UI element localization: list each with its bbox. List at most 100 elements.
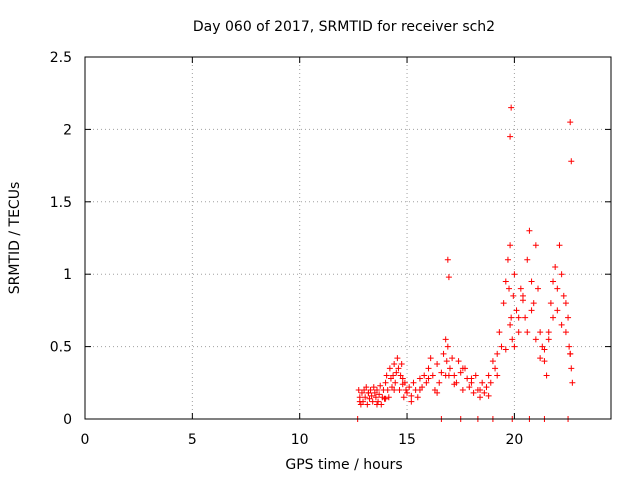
- data-point: [400, 394, 407, 401]
- data-point: [566, 343, 573, 350]
- data-point: [532, 336, 539, 343]
- data-point: [468, 375, 475, 382]
- data-point: [511, 343, 518, 350]
- data-point: [543, 372, 550, 379]
- data-point: [423, 379, 430, 386]
- data-point: [558, 321, 565, 328]
- data-point: [443, 358, 450, 365]
- data-point: [377, 382, 384, 389]
- data-point: [470, 389, 477, 396]
- data-point: [425, 375, 432, 382]
- data-point: [363, 384, 370, 391]
- data-point: [440, 350, 447, 357]
- data-point: [558, 271, 565, 278]
- data-point: [396, 387, 403, 394]
- data-point: [485, 372, 492, 379]
- data-point: [487, 379, 494, 386]
- data-point: [373, 387, 380, 394]
- data-point: [416, 375, 423, 382]
- data-point: [494, 372, 501, 379]
- data-point: [455, 358, 462, 365]
- data-point: [530, 300, 537, 307]
- data-point: [519, 297, 526, 304]
- data-point: [408, 392, 415, 399]
- data-point: [554, 307, 561, 314]
- data-point: [509, 336, 516, 343]
- data-point: [402, 387, 409, 394]
- data-point: [438, 369, 445, 376]
- data-point: [406, 384, 413, 391]
- data-point: [394, 355, 401, 362]
- data-point: [560, 292, 567, 299]
- x-tick-label: 10: [291, 432, 309, 448]
- data-point: [537, 355, 544, 362]
- data-point: [390, 372, 397, 379]
- data-point: [436, 379, 443, 386]
- y-axis-label: SRMTID / TECUs: [7, 182, 23, 295]
- data-point: [513, 307, 520, 314]
- x-tick-label: 5: [188, 432, 197, 448]
- data-point: [444, 343, 451, 350]
- data-point: [504, 256, 511, 263]
- data-point: [385, 394, 392, 401]
- data-point: [489, 358, 496, 365]
- data-point: [404, 389, 411, 396]
- data-point: [510, 292, 517, 299]
- data-point: [457, 369, 464, 376]
- data-point: [421, 372, 428, 379]
- data-point: [393, 369, 400, 376]
- data-point: [522, 314, 529, 321]
- x-tick-label: 0: [81, 432, 90, 448]
- data-point: [365, 389, 372, 396]
- data-point: [494, 350, 501, 357]
- data-point: [496, 329, 503, 336]
- y-tick-label: 2: [63, 122, 72, 138]
- data-point: [554, 285, 561, 292]
- data-points: [354, 104, 576, 422]
- data-point: [395, 365, 402, 372]
- data-point: [459, 365, 466, 372]
- x-tick-label: 15: [398, 432, 416, 448]
- data-point: [502, 346, 509, 353]
- data-point: [524, 329, 531, 336]
- data-point: [410, 379, 417, 386]
- data-point: [547, 300, 554, 307]
- data-point: [526, 227, 533, 234]
- data-point: [376, 391, 383, 398]
- data-point: [567, 350, 574, 357]
- grid-lines: [85, 57, 611, 419]
- data-point: [492, 365, 499, 372]
- data-point: [562, 329, 569, 336]
- data-point: [356, 398, 363, 405]
- plot-frame: [84, 56, 612, 420]
- tick-labels: 0 5 10 15 20 0 0.5 1 1.5 2 2.5: [50, 50, 524, 448]
- data-point: [373, 401, 380, 408]
- data-point: [391, 387, 398, 394]
- y-tick-label: 0.5: [50, 340, 72, 356]
- data-point: [515, 314, 522, 321]
- data-point: [434, 389, 441, 396]
- x-tick-label: 20: [505, 432, 523, 448]
- data-point: [528, 278, 535, 285]
- data-point: [567, 119, 574, 126]
- data-point: [446, 365, 453, 372]
- data-point: [459, 387, 466, 394]
- data-point: [382, 379, 389, 386]
- data-point: [383, 372, 390, 379]
- axis-ticks: [84, 56, 611, 420]
- data-point: [427, 355, 434, 362]
- y-tick-label: 2.5: [50, 50, 72, 66]
- chart-title: Day 060 of 2017, SRMTID for receiver sch…: [193, 19, 495, 35]
- data-point: [372, 394, 379, 401]
- data-point: [541, 346, 548, 353]
- data-point: [370, 384, 377, 391]
- data-point: [524, 256, 531, 263]
- data-point: [483, 384, 490, 391]
- data-point: [425, 365, 432, 372]
- data-point: [550, 278, 557, 285]
- data-point: [537, 329, 544, 336]
- data-point: [375, 398, 382, 405]
- data-point: [477, 394, 484, 401]
- data-point: [364, 401, 371, 408]
